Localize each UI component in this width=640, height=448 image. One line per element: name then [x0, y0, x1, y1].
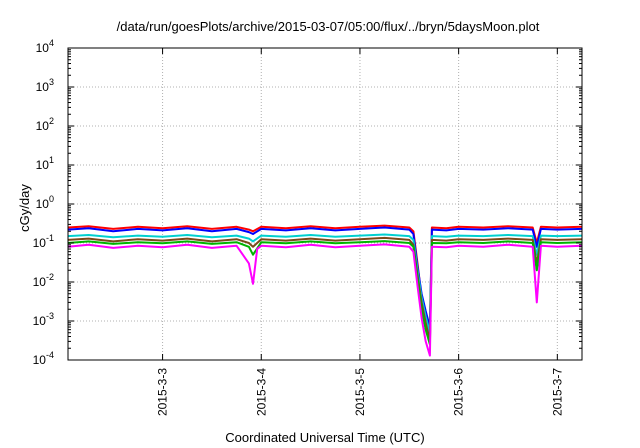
x-tick-label: 2015-3-3	[156, 368, 170, 416]
series-line-5	[67, 240, 583, 346]
y-axis: 10-4 10-3 10-2 10-1 100 101 102 103 104	[33, 38, 582, 367]
grid	[68, 47, 582, 361]
y-axis-title: cGy/day	[17, 184, 32, 232]
series-line-6	[67, 243, 583, 357]
x-tick-label: 2015-3-7	[550, 368, 564, 416]
y-tick-label: 10-3	[33, 311, 54, 328]
chart-title: /data/run/goesPlots/archive/2015-03-07/0…	[117, 19, 540, 34]
x-tick-label: 2015-3-4	[254, 368, 268, 416]
x-tick-label: 2015-3-5	[353, 368, 367, 416]
series-group	[67, 224, 583, 357]
plot-frame	[67, 47, 583, 361]
y-tick-label: 10-4	[33, 350, 54, 367]
y-tick-label: 100	[36, 194, 54, 211]
y-tick-label: 101	[36, 155, 54, 172]
y-tick-label: 10-1	[33, 233, 54, 250]
series-line-4	[67, 236, 583, 343]
y-tick-label: 104	[36, 38, 54, 55]
y-tick-label: 102	[36, 116, 54, 133]
series-line-3	[67, 233, 583, 334]
series-line-1	[67, 224, 583, 338]
x-axis: 2015-3-3 2015-3-4 2015-3-5 2015-3-6 2015-3-7	[156, 48, 564, 416]
y-tick-label: 103	[36, 77, 54, 94]
x-tick-label: 2015-3-6	[452, 368, 466, 416]
series-line-2	[67, 226, 583, 328]
y-tick-label: 10-2	[33, 272, 54, 289]
x-axis-title: Coordinated Universal Time (UTC)	[225, 430, 424, 445]
